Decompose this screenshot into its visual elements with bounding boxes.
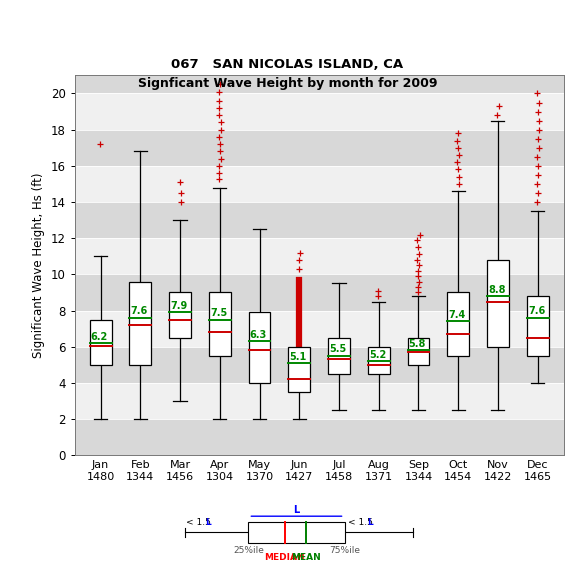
Text: 5.2: 5.2 — [369, 350, 386, 360]
Bar — [75, 238, 564, 274]
Text: 25%ile: 25%ile — [233, 546, 264, 555]
Bar — [75, 383, 564, 419]
Text: MEDIAN: MEDIAN — [264, 553, 305, 562]
Bar — [209, 292, 231, 356]
Bar — [447, 292, 469, 356]
Text: 7.9: 7.9 — [170, 301, 187, 311]
Bar — [328, 338, 350, 374]
Bar — [248, 522, 344, 543]
Y-axis label: Significant Wave Height, Hs (ft): Significant Wave Height, Hs (ft) — [32, 173, 45, 358]
Text: 8.8: 8.8 — [488, 285, 505, 295]
Text: L: L — [205, 517, 211, 527]
Text: MEAN: MEAN — [291, 553, 321, 562]
Text: 5.1: 5.1 — [290, 351, 307, 361]
Text: 7.4: 7.4 — [448, 310, 466, 320]
Text: 7.6: 7.6 — [131, 306, 148, 316]
Text: L: L — [367, 517, 373, 527]
Text: 6.2: 6.2 — [91, 332, 108, 342]
Text: 5.5: 5.5 — [329, 345, 347, 354]
Text: L: L — [293, 505, 300, 515]
Bar — [487, 260, 509, 347]
Text: 7.6: 7.6 — [528, 306, 545, 316]
Text: 067   SAN NICOLAS ISLAND, CA: 067 SAN NICOLAS ISLAND, CA — [171, 58, 404, 71]
Bar — [75, 166, 564, 202]
Text: 5.8: 5.8 — [409, 339, 426, 349]
Bar — [169, 292, 191, 338]
Text: 7.5: 7.5 — [210, 308, 227, 318]
Bar — [288, 347, 310, 392]
Bar — [368, 347, 390, 374]
Bar — [129, 282, 151, 365]
Text: < 1.5: < 1.5 — [348, 517, 376, 527]
Text: 75%ile: 75%ile — [329, 546, 360, 555]
Bar — [527, 296, 549, 356]
Text: Signficant Wave Height by month for 2009: Signficant Wave Height by month for 2009 — [138, 77, 437, 89]
Bar — [248, 313, 270, 383]
Bar — [408, 338, 430, 365]
Bar — [90, 320, 112, 365]
Text: < 1.5: < 1.5 — [186, 517, 214, 527]
Text: 6.3: 6.3 — [250, 330, 267, 340]
Bar — [75, 310, 564, 347]
Bar — [75, 93, 564, 130]
